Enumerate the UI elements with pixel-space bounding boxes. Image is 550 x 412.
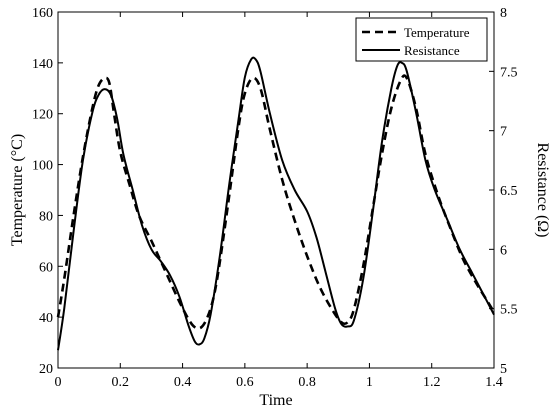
right-axis-ticks: 5 5.5 6 6.5 7 7.5 8 — [489, 6, 518, 377]
x-tick-label: 1.4 — [485, 375, 503, 390]
left-tick-label: 20 — [39, 362, 53, 377]
left-tick-label: 160 — [32, 6, 53, 21]
right-tick-label: 8 — [500, 6, 507, 21]
legend-resistance-label: Resistance — [404, 43, 460, 58]
series-lines — [56, 56, 496, 351]
left-axis-ticks: 20 40 60 80 100 120 140 160 — [32, 6, 63, 377]
x-tick-label: 1 — [366, 375, 373, 390]
plot-area-frame — [57, 11, 495, 369]
legend-temperature-label: Temperature — [404, 25, 470, 40]
legend: Temperature Resistance — [355, 17, 488, 62]
x-tick-label: 0.2 — [112, 375, 130, 390]
left-tick-label: 100 — [32, 159, 53, 174]
x-tick-label: 1.2 — [423, 375, 441, 390]
left-tick-label: 40 — [39, 311, 53, 326]
x-tick-label: 0.6 — [236, 375, 254, 390]
x-axis-label: Time — [259, 392, 292, 409]
right-tick-label: 6.5 — [500, 184, 518, 199]
right-axis-label: Resistance (Ω) — [534, 143, 550, 238]
left-tick-label: 120 — [32, 108, 53, 123]
temperature-series-line — [56, 74, 496, 330]
left-tick-label: 60 — [39, 260, 53, 275]
left-tick-label: 140 — [32, 57, 53, 72]
legend-box — [355, 17, 488, 62]
right-tick-label: 6 — [500, 243, 507, 258]
left-axis-label: Temperature (°C) — [9, 134, 26, 246]
x-tick-label: 0.4 — [174, 375, 192, 390]
x-tick-label: 0 — [55, 375, 62, 390]
right-tick-label: 7 — [500, 125, 507, 140]
x-tick-label: 0.8 — [298, 375, 316, 390]
resistance-series-line — [57, 56, 495, 351]
right-tick-label: 7.5 — [500, 65, 518, 80]
right-tick-label: 5 — [500, 362, 507, 377]
x-axis-ticks: 0 0.2 0.4 0.6 0.8 1 1.2 1.4 — [55, 12, 503, 390]
right-tick-label: 5.5 — [500, 303, 518, 318]
left-tick-label: 80 — [39, 209, 53, 224]
